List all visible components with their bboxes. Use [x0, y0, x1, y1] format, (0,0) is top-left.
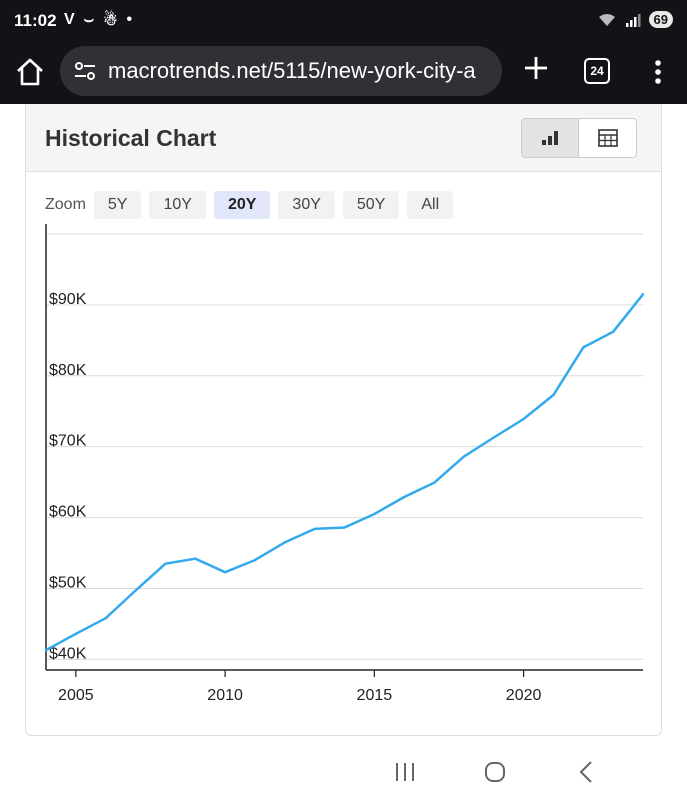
chart-series	[44, 293, 645, 652]
notification-icon-snowman: ☃	[103, 12, 118, 29]
back-nav-icon[interactable]	[572, 758, 602, 786]
historical-chart-card: Historical Chart Zoom 5Y 10Y 20Y	[25, 104, 662, 736]
table-view-button[interactable]	[579, 119, 636, 157]
x-axis-labels: 2005 2010 2015 2020	[58, 687, 541, 704]
notification-dot-icon: •	[126, 11, 133, 28]
status-bar: 11:02 V ⌣ ☃ • 69	[0, 0, 687, 42]
series-line[interactable]	[45, 293, 644, 652]
data-point[interactable]	[74, 632, 78, 636]
y-tick-label: $60K	[49, 504, 87, 521]
y-tick-label: $70K	[49, 433, 87, 450]
notification-icon-v: V	[64, 11, 75, 28]
zoom-label: Zoom	[45, 196, 86, 213]
system-icons: 69	[597, 11, 673, 28]
signal-icon	[625, 13, 641, 27]
chart-axes	[45, 224, 643, 677]
notification-icons: V ⌣ ☃ •	[64, 10, 132, 30]
data-point[interactable]	[104, 617, 107, 620]
y-tick-label: $80K	[49, 362, 87, 379]
data-point[interactable]	[343, 526, 346, 529]
new-tab-icon[interactable]	[520, 52, 552, 84]
x-tick-label: 2020	[506, 687, 542, 704]
data-point[interactable]	[194, 557, 197, 560]
data-point[interactable]	[283, 541, 286, 544]
battery-icon: 69	[648, 11, 673, 28]
data-point[interactable]	[492, 436, 495, 439]
zoom-all-button[interactable]: All	[407, 191, 454, 219]
tab-switcher-button[interactable]: 24	[584, 58, 610, 84]
tab-count: 24	[590, 64, 604, 78]
zoom-10y-button[interactable]: 10Y	[149, 191, 206, 219]
data-point[interactable]	[641, 293, 645, 296]
card-header: Historical Chart	[26, 104, 661, 172]
chart-view-button[interactable]	[522, 119, 580, 157]
x-tick-label: 2005	[58, 687, 94, 704]
line-chart: $40K $50K $60K $70K $80K $90K 2005 2010 2015 202…	[44, 224, 645, 704]
zoom-20y-button[interactable]: 20Y	[213, 191, 271, 219]
bar-chart-icon	[542, 131, 558, 145]
y-tick-label: $90K	[49, 291, 87, 308]
more-menu-icon[interactable]	[648, 56, 668, 88]
browser-toolbar: macrotrends.net/5115/new-york-city-a 24	[0, 42, 687, 104]
y-axis-labels: $40K $50K $60K $70K $80K $90K	[49, 291, 87, 662]
system-nav-bar	[0, 740, 687, 800]
home-icon[interactable]	[14, 56, 46, 88]
home-nav-icon[interactable]	[480, 758, 510, 786]
zoom-5y-button[interactable]: 5Y	[93, 191, 142, 219]
data-point[interactable]	[134, 589, 137, 592]
data-point[interactable]	[44, 648, 48, 652]
data-point[interactable]	[403, 495, 406, 499]
wifi-icon	[598, 13, 615, 26]
recent-apps-icon[interactable]	[390, 758, 420, 786]
x-tick-label: 2010	[207, 687, 243, 704]
data-point[interactable]	[253, 558, 257, 562]
chart-gridlines	[46, 233, 643, 660]
view-toggle	[521, 118, 637, 158]
card-title: Historical Chart	[45, 125, 217, 151]
notification-icon-smile: ⌣	[83, 11, 95, 28]
data-point[interactable]	[164, 562, 167, 565]
table-icon	[597, 129, 618, 147]
y-tick-label: $50K	[49, 574, 87, 591]
y-tick-label: $40K	[49, 645, 87, 662]
data-point[interactable]	[462, 455, 466, 458]
data-point[interactable]	[552, 393, 555, 397]
x-tick-label: 2015	[357, 687, 393, 704]
data-point[interactable]	[432, 481, 436, 485]
data-point[interactable]	[582, 346, 585, 349]
data-point[interactable]	[223, 570, 227, 574]
data-point[interactable]	[522, 417, 525, 421]
data-point[interactable]	[373, 512, 376, 516]
url-text[interactable]: macrotrends.net/5115/new-york-city-a	[108, 58, 476, 83]
status-time: 11:02	[14, 11, 57, 30]
address-bar[interactable]: macrotrends.net/5115/new-york-city-a	[60, 46, 502, 96]
zoom-50y-button[interactable]: 50Y	[342, 191, 400, 219]
zoom-controls: Zoom 5Y 10Y 20Y 30Y 50Y All	[45, 191, 461, 219]
zoom-30y-button[interactable]: 30Y	[278, 191, 335, 219]
data-point[interactable]	[313, 527, 316, 531]
site-settings-icon[interactable]	[72, 58, 98, 84]
data-point[interactable]	[611, 330, 615, 334]
